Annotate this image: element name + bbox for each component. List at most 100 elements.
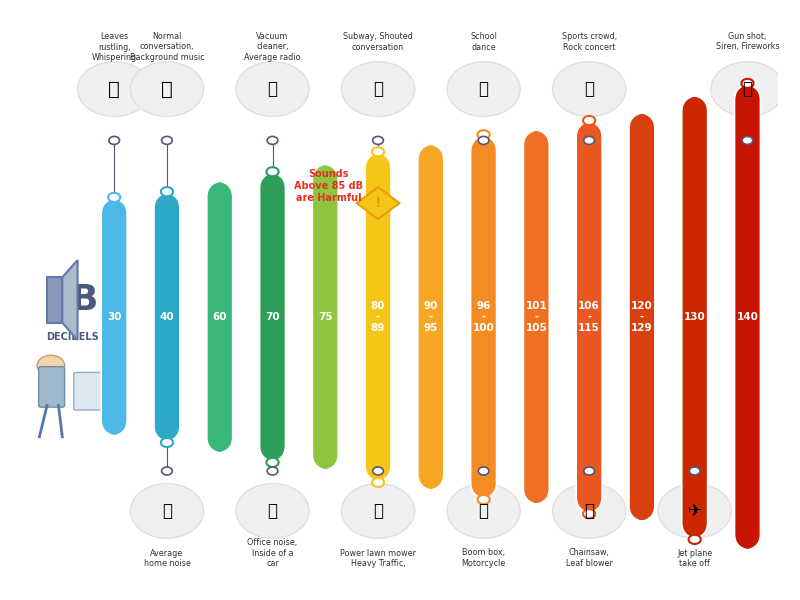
Circle shape <box>109 136 119 145</box>
Text: Jet plane
take off: Jet plane take off <box>677 548 712 568</box>
Text: Leaves
rustling,
Whispering: Leaves rustling, Whispering <box>92 32 137 62</box>
Circle shape <box>447 62 520 116</box>
Circle shape <box>742 136 753 145</box>
Text: Subway, Shouted
conversation: Subway, Shouted conversation <box>343 32 413 52</box>
Text: Power lawn mower
Heavy Traffic,: Power lawn mower Heavy Traffic, <box>340 548 416 568</box>
Circle shape <box>447 484 520 538</box>
Text: Sounds
Above 85 dB
are Harmful: Sounds Above 85 dB are Harmful <box>294 169 363 203</box>
Circle shape <box>478 130 490 139</box>
FancyBboxPatch shape <box>154 192 180 443</box>
Text: 🔧: 🔧 <box>584 502 594 520</box>
Circle shape <box>373 136 383 145</box>
Text: 🧹: 🧹 <box>267 80 278 98</box>
Text: 106
-
115: 106 - 115 <box>578 301 600 333</box>
FancyBboxPatch shape <box>523 129 550 505</box>
Text: Vacuum
cleaner,
Average radio: Vacuum cleaner, Average radio <box>244 32 301 62</box>
Text: School
dance: School dance <box>470 32 497 52</box>
Text: 🌿: 🌿 <box>373 502 383 520</box>
Text: 🚇: 🚇 <box>373 80 383 98</box>
Circle shape <box>584 467 594 475</box>
Text: 96
-
100: 96 - 100 <box>473 301 494 333</box>
Circle shape <box>266 167 278 176</box>
FancyBboxPatch shape <box>418 143 444 491</box>
Circle shape <box>266 458 278 467</box>
FancyBboxPatch shape <box>734 83 761 551</box>
Text: DECIBELS: DECIBELS <box>46 332 98 342</box>
Text: 🪩: 🪩 <box>478 80 489 98</box>
Circle shape <box>37 355 65 376</box>
FancyBboxPatch shape <box>38 367 65 407</box>
Circle shape <box>658 484 731 538</box>
Text: 💬: 💬 <box>161 80 173 98</box>
Text: 90
-
95: 90 - 95 <box>424 301 438 333</box>
Circle shape <box>372 478 384 487</box>
Circle shape <box>236 484 309 538</box>
Text: 80
-
89: 80 - 89 <box>371 301 386 333</box>
Circle shape <box>78 62 151 116</box>
Circle shape <box>583 116 595 125</box>
Circle shape <box>267 467 278 475</box>
Text: Chainsaw,
Leaf blower: Chainsaw, Leaf blower <box>566 548 613 568</box>
FancyBboxPatch shape <box>206 180 233 454</box>
Circle shape <box>478 467 489 475</box>
Circle shape <box>553 484 626 538</box>
FancyBboxPatch shape <box>470 134 497 499</box>
Circle shape <box>130 484 203 538</box>
Circle shape <box>583 509 595 518</box>
Text: Average
home noise: Average home noise <box>143 548 190 568</box>
Circle shape <box>742 79 754 88</box>
Text: 🤘: 🤘 <box>584 80 594 98</box>
Circle shape <box>690 467 700 475</box>
Text: 70: 70 <box>265 312 280 322</box>
FancyBboxPatch shape <box>102 197 127 437</box>
Text: 130: 130 <box>684 312 706 322</box>
Polygon shape <box>357 187 399 219</box>
Text: 30: 30 <box>107 312 122 322</box>
FancyBboxPatch shape <box>259 172 286 463</box>
FancyBboxPatch shape <box>682 95 708 539</box>
Circle shape <box>161 187 173 196</box>
Text: 🖨️: 🖨️ <box>267 502 278 520</box>
Text: Sports crowd,
Rock concert: Sports crowd, Rock concert <box>562 32 617 52</box>
Text: Gun shot,
Siren, Fireworks: Gun shot, Siren, Fireworks <box>716 32 779 52</box>
Circle shape <box>108 193 120 202</box>
Text: Normal
conversation,
Background music: Normal conversation, Background music <box>130 32 204 62</box>
Text: 140: 140 <box>737 312 758 322</box>
Circle shape <box>236 62 309 116</box>
Text: dB: dB <box>46 283 99 317</box>
FancyBboxPatch shape <box>312 163 338 471</box>
Text: Office noise,
Inside of a
car: Office noise, Inside of a car <box>247 538 298 568</box>
Text: 🌿: 🌿 <box>108 80 120 98</box>
Circle shape <box>342 62 414 116</box>
Circle shape <box>130 62 203 116</box>
Circle shape <box>689 535 701 544</box>
Text: 101
-
105: 101 - 105 <box>526 301 547 333</box>
Text: 🏠: 🏠 <box>162 502 172 520</box>
Circle shape <box>372 147 384 157</box>
Polygon shape <box>47 277 62 323</box>
Circle shape <box>342 484 414 538</box>
Text: ✈️: ✈️ <box>688 502 702 520</box>
Text: 75: 75 <box>318 312 333 322</box>
Circle shape <box>161 438 173 447</box>
Text: Boom box,
Motorcycle: Boom box, Motorcycle <box>462 548 506 568</box>
FancyBboxPatch shape <box>629 112 655 522</box>
Circle shape <box>162 136 172 145</box>
Text: 🔫: 🔫 <box>742 80 753 98</box>
FancyBboxPatch shape <box>576 121 602 514</box>
Text: 60: 60 <box>213 312 227 322</box>
FancyBboxPatch shape <box>74 373 105 410</box>
Circle shape <box>373 467 383 475</box>
Text: 120
-
129: 120 - 129 <box>631 301 653 333</box>
Text: !: ! <box>375 196 382 210</box>
Text: 40: 40 <box>160 312 174 322</box>
Circle shape <box>584 136 594 145</box>
Text: 📻: 📻 <box>478 502 489 520</box>
Circle shape <box>553 62 626 116</box>
Circle shape <box>267 136 278 145</box>
Circle shape <box>478 495 490 504</box>
Circle shape <box>711 62 784 116</box>
FancyBboxPatch shape <box>365 152 391 482</box>
Polygon shape <box>62 260 78 340</box>
Circle shape <box>162 467 172 475</box>
